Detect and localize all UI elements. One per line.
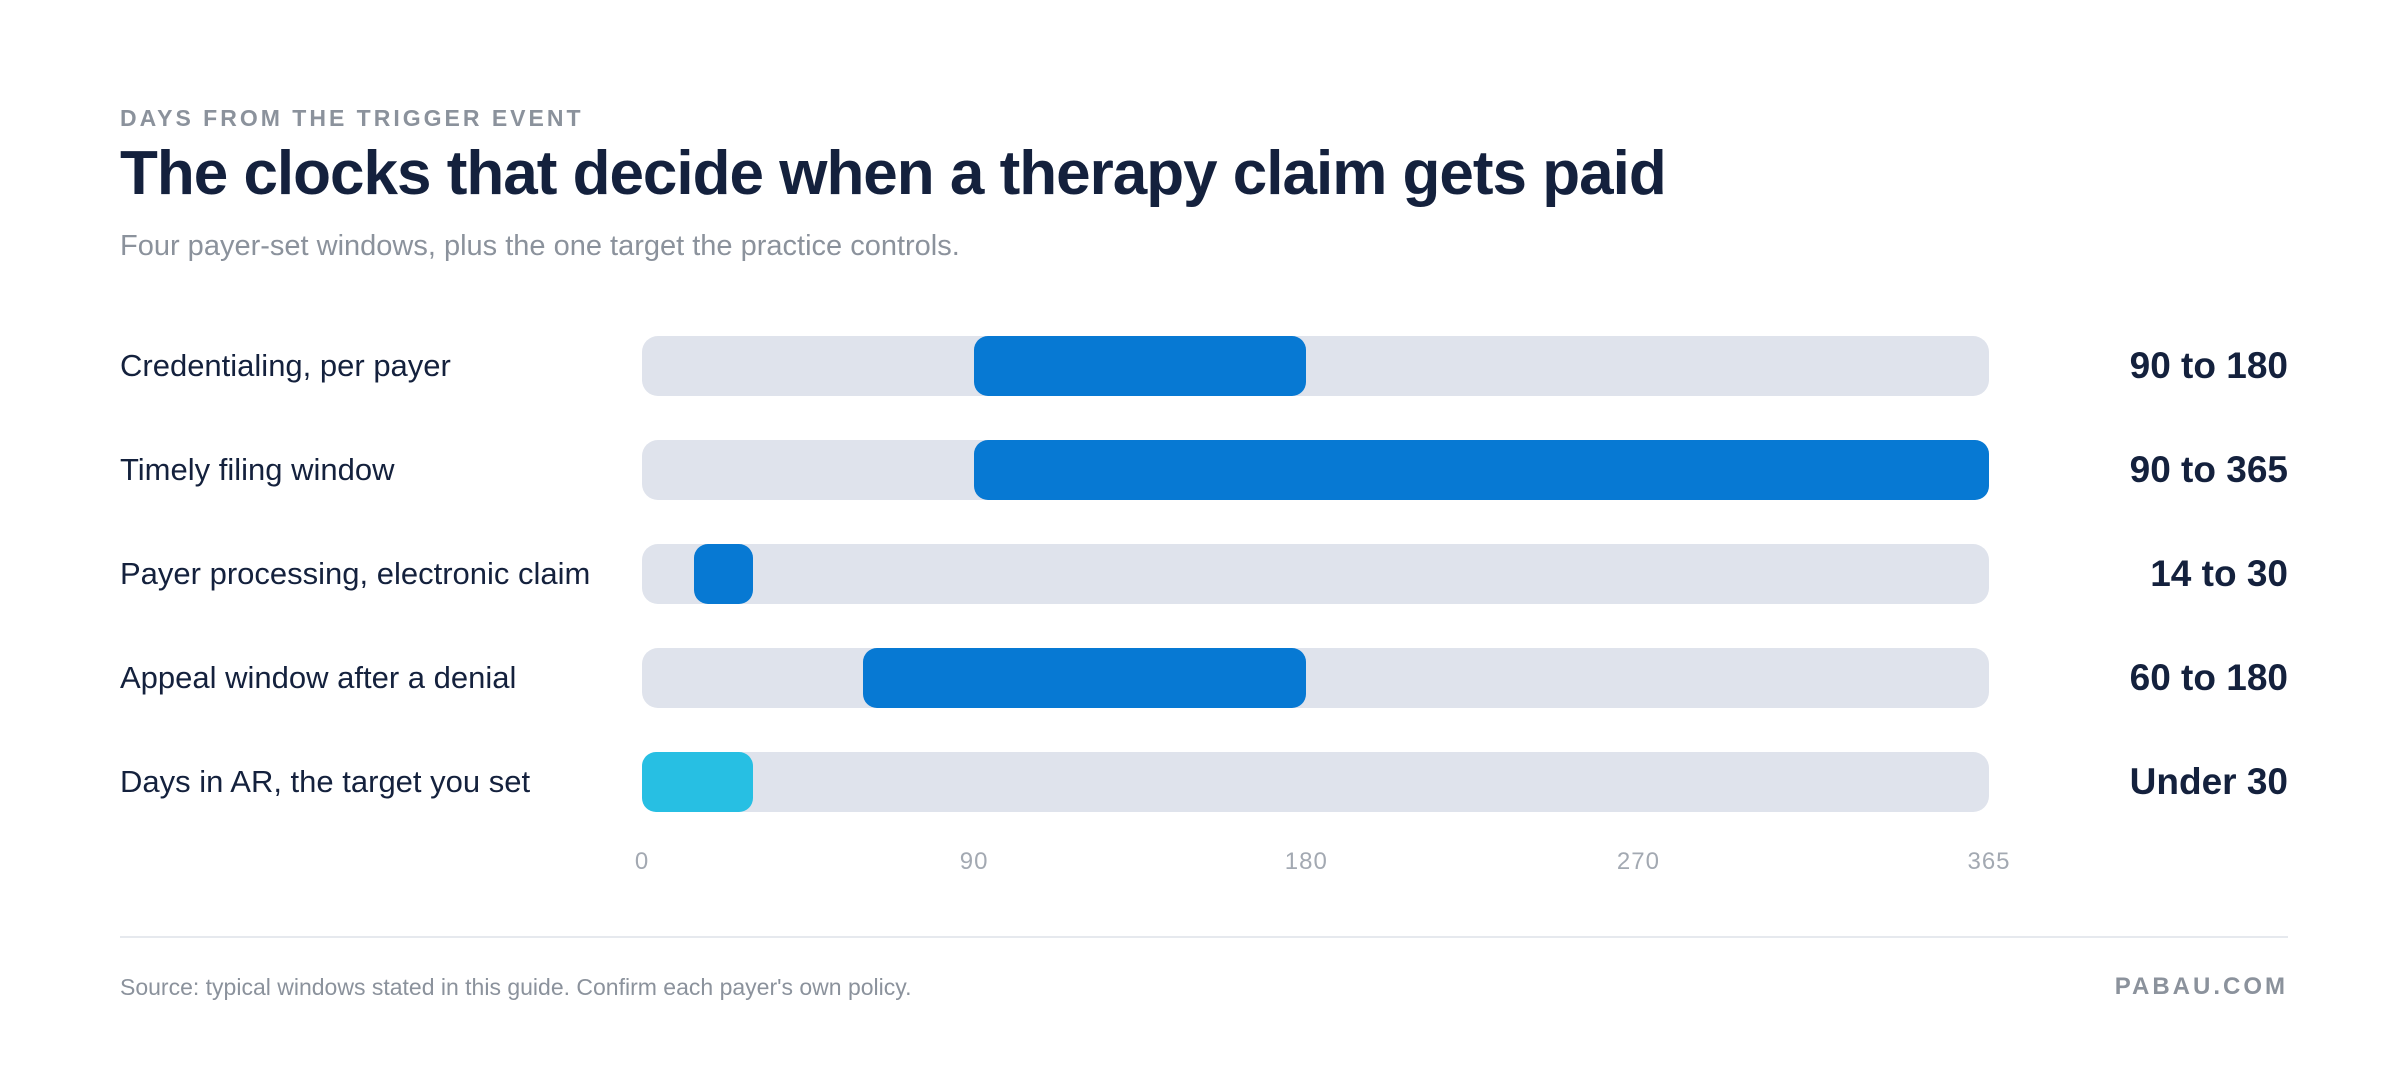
bar-track	[642, 752, 1989, 812]
footer-divider	[120, 936, 2288, 938]
chart-subtitle: Four payer-set windows, plus the one tar…	[120, 230, 960, 262]
range-bar	[693, 544, 753, 604]
range-bar	[974, 336, 1307, 396]
source-note: Source: typical windows stated in this g…	[120, 974, 912, 1000]
range-bar	[974, 440, 1989, 500]
x-tick-label: 180	[1284, 848, 1328, 875]
range-value-label: Under 30	[2129, 761, 2288, 802]
range-value-label: 90 to 365	[2129, 449, 2288, 490]
bar-track	[642, 440, 1989, 500]
bar-track	[642, 544, 1989, 604]
row-label: Days in AR, the target you set	[120, 764, 531, 799]
bar-track	[642, 336, 1989, 396]
range-value-label: 60 to 180	[2129, 657, 2288, 698]
row-label: Payer processing, electronic claim	[120, 556, 591, 591]
range-value-label: 90 to 180	[2129, 345, 2288, 386]
x-tick-label: 365	[1967, 848, 2011, 875]
x-tick-label: 90	[959, 848, 989, 875]
bar-track	[642, 648, 1989, 708]
row-label: Appeal window after a denial	[120, 660, 517, 695]
x-tick-label: 0	[634, 848, 650, 875]
target-range-bar	[642, 752, 753, 812]
brand-mark: PABAU.COM	[2114, 973, 2288, 1000]
row-label: Timely filing window	[120, 452, 395, 487]
chart-eyebrow: DAYS FROM THE TRIGGER EVENT	[120, 105, 584, 131]
row-label: Credentialing, per payer	[120, 348, 451, 383]
range-value-label: 14 to 30	[2150, 553, 2288, 594]
range-bar	[863, 648, 1307, 708]
x-tick-label: 270	[1616, 848, 1660, 875]
chart-title: The clocks that decide when a therapy cl…	[120, 139, 1667, 208]
